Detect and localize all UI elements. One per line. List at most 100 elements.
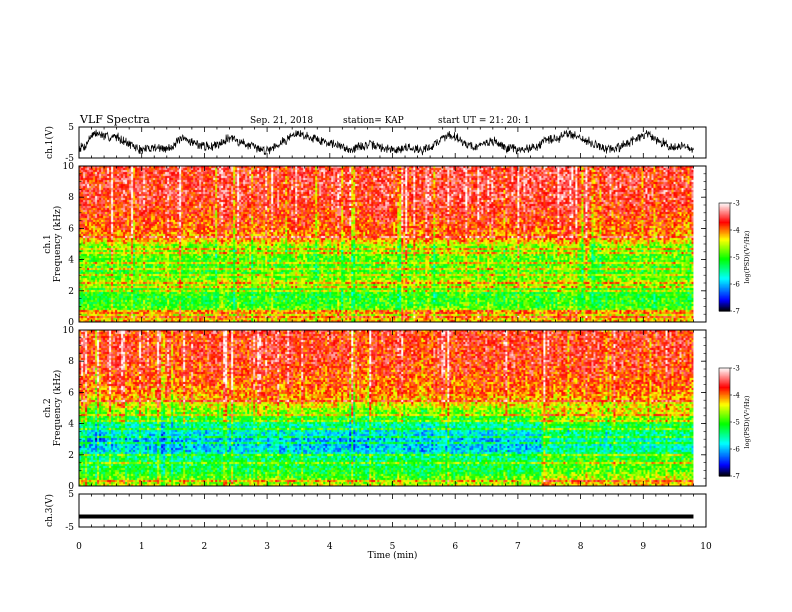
colorbar-swatch — [719, 247, 730, 250]
spectrogram-ylabel: ch.2Frequency (kHz) — [43, 370, 63, 447]
colorbar-swatch — [719, 298, 730, 301]
colorbar-swatch — [719, 428, 730, 431]
colorbar-swatch — [719, 462, 730, 465]
colorbar-swatch — [719, 304, 730, 307]
colorbar-swatch — [719, 300, 730, 303]
y-tick-label: 8 — [68, 193, 74, 203]
colorbar-swatch — [719, 296, 730, 299]
colorbar-swatch — [719, 238, 730, 241]
colorbar-swatch — [719, 261, 730, 263]
colorbar-swatch — [719, 232, 730, 235]
y-tick-label: 4 — [68, 420, 74, 430]
colorbar-swatch — [719, 246, 730, 249]
colorbar-swatch — [719, 453, 730, 455]
ch3-waveform-panel: 5 -5 ch.3(V) — [44, 490, 707, 533]
colorbar-swatch — [719, 419, 730, 422]
colorbar-swatch — [719, 215, 730, 218]
colorbar-swatch — [719, 382, 730, 385]
colorbar-swatch — [719, 388, 730, 391]
spectrogram-ylabel: ch.1Frequency (kHz) — [43, 206, 63, 283]
colorbar-swatch — [719, 288, 730, 290]
x-tick-label: 7 — [515, 542, 521, 552]
colorbar-swatch — [719, 244, 730, 247]
ch1-spectrogram-panel: 0 2 4 6 8 10 ch.1Frequency (kHz) — [43, 162, 707, 328]
colorbar-swatch — [719, 370, 730, 373]
colorbar-swatch — [719, 454, 730, 457]
colorbar-swatch — [719, 223, 730, 226]
colorbar-swatch — [719, 277, 730, 280]
y-tick-label: 8 — [68, 357, 74, 367]
colorbar-swatch — [719, 471, 730, 474]
colorbar-swatch — [719, 407, 730, 410]
colorbar-swatch — [719, 204, 730, 207]
colorbar-swatch — [719, 228, 730, 231]
colorbar-swatch — [719, 217, 730, 220]
colorbar-swatch — [719, 411, 730, 414]
y-tick-label: 6 — [68, 224, 74, 234]
colorbar-tick-label: -5 — [733, 254, 740, 262]
colorbar-swatch — [719, 451, 730, 454]
colorbar-swatch — [719, 405, 730, 408]
colorbar-swatch — [719, 216, 730, 219]
colorbar-swatch — [719, 386, 730, 389]
colorbar-swatch — [719, 273, 730, 276]
colorbar-tick-label: -7 — [733, 473, 740, 481]
colorbar-swatch — [719, 284, 730, 286]
spectrogram-image — [79, 330, 694, 486]
colorbar-swatch — [719, 281, 730, 284]
colorbar-swatch — [719, 220, 730, 223]
colorbar-swatch — [719, 221, 730, 224]
colorbar-swatch — [719, 473, 730, 476]
date-label: Sep. 21, 2018 — [250, 116, 313, 126]
colorbar-swatch — [719, 440, 730, 443]
colorbar-swatch — [719, 269, 730, 272]
colorbar-swatch — [719, 309, 730, 312]
ylabel-line: ch.1 — [43, 234, 53, 253]
y-tick-label: -5 — [65, 154, 74, 164]
colorbar-swatch — [719, 389, 730, 392]
colorbar-swatch — [719, 434, 730, 437]
x-tick-label: 9 — [640, 542, 646, 552]
colorbar-swatch — [719, 465, 730, 468]
colorbar-swatch — [719, 449, 730, 451]
y-tick-label: 2 — [68, 287, 74, 297]
colorbar-swatch — [719, 457, 730, 460]
colorbar-swatch — [719, 203, 730, 205]
colorbar-swatch — [719, 230, 730, 232]
ylabel-line: ch.2 — [43, 398, 53, 417]
colorbar-swatch — [719, 252, 730, 255]
colorbar-swatch — [719, 239, 730, 242]
x-tick-label: 3 — [264, 542, 270, 552]
colorbar-swatch — [719, 279, 730, 282]
y-tick-label: 5 — [68, 490, 74, 500]
colorbar-swatch — [719, 275, 730, 278]
ch1-colorbar: -3 -4 -5 -6 -7 log(PSD)(V²/Hz) — [718, 200, 751, 316]
colorbar-swatch — [719, 385, 730, 388]
colorbar-swatch — [719, 265, 730, 268]
colorbar-swatch — [719, 262, 730, 265]
colorbar-swatch — [719, 285, 730, 288]
colorbar-swatch — [719, 439, 730, 442]
colorbar-tick-label: -4 — [733, 392, 740, 400]
colorbar-swatch — [719, 415, 730, 418]
colorbar-swatch — [719, 374, 730, 377]
colorbar-swatch — [719, 211, 730, 214]
y-tick-label: -5 — [65, 523, 74, 533]
colorbar-swatch — [719, 469, 730, 472]
colorbar-tick-label: -3 — [733, 200, 740, 208]
colorbar-swatch — [719, 442, 730, 445]
colorbar-swatch — [719, 416, 730, 419]
colorbar-swatch — [719, 444, 730, 447]
figure-title: VLF Spectra — [79, 113, 150, 126]
colorbar-swatch — [719, 254, 730, 257]
colorbar-label: log(PSD)(V²/Hz) — [743, 395, 751, 448]
colorbar-swatch — [719, 397, 730, 400]
colorbar-swatch — [719, 455, 730, 458]
colorbar-swatch — [719, 376, 730, 379]
ylabel-line: Frequency (kHz) — [52, 370, 63, 447]
colorbar-swatch — [719, 413, 730, 416]
colorbar-swatch — [719, 224, 730, 227]
colorbar-swatch — [719, 259, 730, 262]
x-tick-label: 1 — [139, 542, 145, 552]
